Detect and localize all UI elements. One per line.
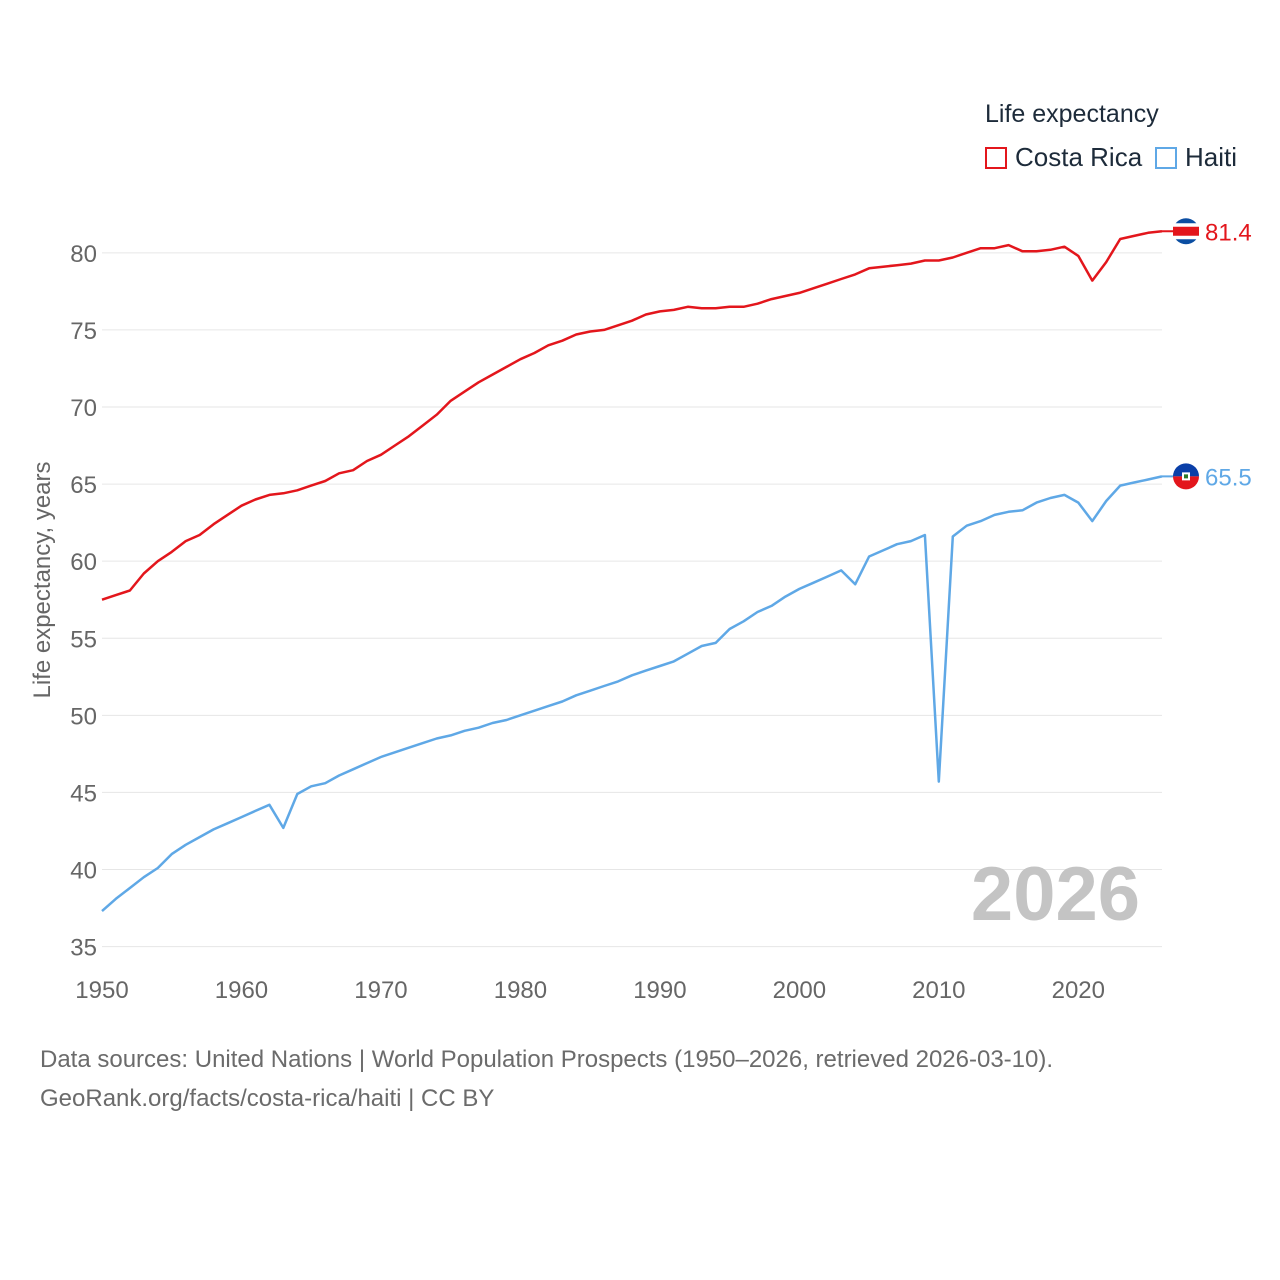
- y-tick-label: 35: [70, 935, 97, 962]
- x-axis-ticks: 1950 1960 1970 1980 1990 2000 2010 2020: [75, 977, 1105, 1004]
- flag-icon-haiti: [1173, 463, 1199, 490]
- y-tick-label: 75: [70, 318, 97, 345]
- y-tick-label: 50: [70, 703, 97, 730]
- legend-label-costa-rica: Costa Rica: [1015, 142, 1143, 172]
- end-value-label-costa-rica: 81.4: [1205, 219, 1252, 246]
- y-tick-label: 55: [70, 626, 97, 653]
- x-tick-label: 1960: [215, 977, 268, 1004]
- x-tick-label: 1970: [354, 977, 407, 1004]
- legend-swatch-costa-rica: [985, 146, 1007, 169]
- y-tick-label: 80: [70, 241, 97, 268]
- legend-swatch-haiti: [1155, 146, 1177, 169]
- legend-item-costa-rica[interactable]: Costa Rica: [985, 142, 1142, 173]
- legend-label-haiti: Haiti: [1185, 142, 1238, 172]
- source-line-1: Data sources: United Nations | World Pop…: [40, 1046, 1054, 1073]
- gridlines: [102, 252, 1162, 948]
- x-tick-label: 1950: [75, 977, 128, 1004]
- series-line-costa-rica: [101, 229, 1163, 601]
- end-value-label-haiti: 65.5: [1205, 464, 1252, 491]
- current-year-label: 2026: [971, 852, 1140, 937]
- y-tick-label: 70: [70, 395, 97, 422]
- legend-title: Life expectancy: [985, 100, 1159, 128]
- series-end-markers: 81.4 65.5: [1162, 218, 1252, 491]
- series-lines: [101, 229, 1163, 913]
- x-tick-label: 2000: [773, 977, 826, 1004]
- legend-item-haiti[interactable]: Haiti: [1155, 142, 1237, 173]
- x-tick-label: 1980: [494, 977, 547, 1004]
- flag-icon-costa-rica: [1173, 218, 1199, 245]
- y-tick-label: 40: [70, 858, 97, 885]
- y-tick-label: 60: [70, 549, 97, 576]
- source-line-2[interactable]: GeoRank.org/facts/costa-rica/haiti | CC …: [40, 1085, 495, 1112]
- y-axis-label: Life expectancy, years: [29, 461, 56, 698]
- x-tick-label: 2010: [912, 977, 965, 1004]
- y-tick-label: 65: [70, 472, 97, 499]
- x-tick-label: 2020: [1052, 977, 1105, 1004]
- y-axis-ticks: 35 40 45 50 55 60 65 70 75 80: [70, 241, 97, 962]
- series-line-haiti: [101, 475, 1163, 913]
- y-tick-label: 45: [70, 780, 97, 807]
- x-tick-label: 1990: [633, 977, 686, 1004]
